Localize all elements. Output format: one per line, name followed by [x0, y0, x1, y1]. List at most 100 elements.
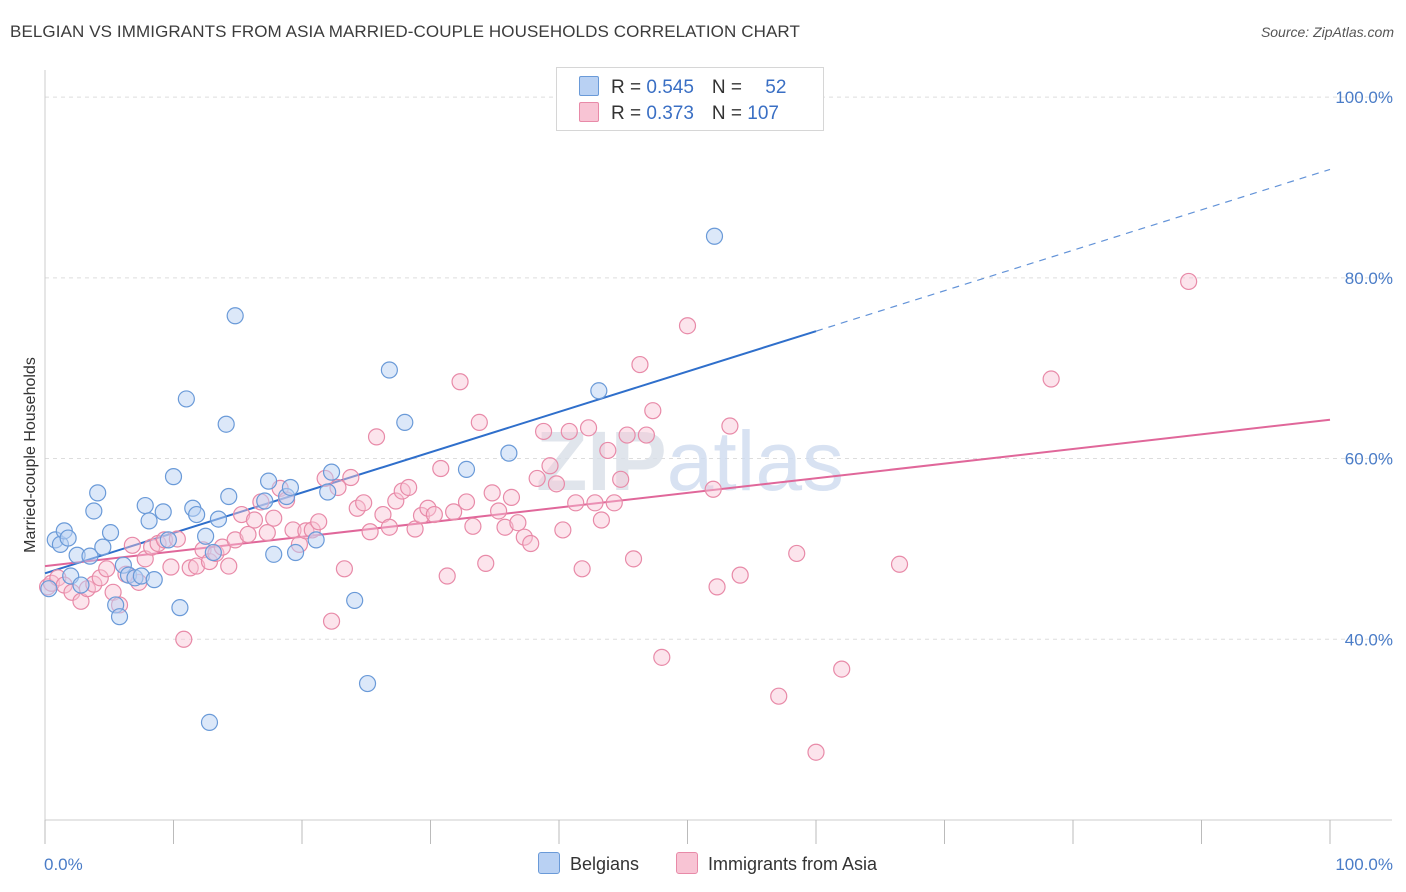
asia-point: [573, 560, 591, 578]
asia-point: [451, 373, 469, 391]
asia-point: [361, 523, 379, 541]
trend-line-belgians-extension: [815, 168, 1331, 332]
asia-point: [624, 550, 643, 568]
asia-point: [367, 428, 386, 446]
asia-point: [592, 511, 611, 529]
x-tick-label-min: 0.0%: [44, 855, 83, 874]
trend-line-belgians: [44, 330, 817, 575]
axes: [44, 70, 1392, 844]
asia-point: [496, 518, 514, 536]
asia-point: [425, 505, 443, 524]
asia-point: [322, 612, 341, 630]
asia-point: [233, 505, 251, 524]
legend-swatch-asia: [579, 102, 599, 122]
asia-point: [457, 493, 476, 511]
trend-line-asia: [44, 418, 1331, 568]
belgian-point: [85, 502, 103, 520]
asia-point: [618, 426, 636, 444]
bottom-legend-belgians: Belgians: [538, 852, 639, 875]
asia-point: [432, 459, 450, 478]
asia-point: [605, 494, 623, 512]
asia-point: [464, 517, 482, 535]
asia-point: [355, 494, 373, 512]
belgian-point: [204, 543, 222, 562]
asia-point: [599, 441, 617, 460]
asia-point: [515, 528, 533, 546]
belgian-point: [101, 524, 120, 542]
belgian-point: [197, 527, 215, 545]
asia-point: [579, 419, 598, 437]
belgian-point: [72, 576, 90, 594]
asia-point: [91, 569, 109, 587]
legend-n-label: N =: [711, 77, 748, 98]
legend-n-value: 107: [747, 103, 779, 124]
y-tick-label: 80.0%: [1345, 269, 1393, 288]
asia-point: [477, 554, 495, 572]
asia-point: [528, 469, 546, 488]
belgian-point: [265, 545, 283, 563]
belgian-point: [171, 599, 189, 617]
belgian-point: [380, 361, 398, 379]
belgian-point: [281, 478, 300, 497]
asia-point: [522, 534, 540, 553]
asia-point: [547, 475, 566, 493]
bottom-legend-swatch-asia: [676, 852, 698, 874]
belgian-point: [188, 505, 206, 524]
belgian-point: [590, 382, 608, 400]
asia-point: [704, 480, 722, 498]
asia-point: [1042, 370, 1060, 388]
asia-point: [644, 402, 662, 420]
belgian-point: [286, 543, 305, 562]
asia-point: [98, 560, 116, 578]
belgian-point: [307, 531, 325, 549]
grid-lines: [45, 96, 1392, 640]
belgian-point: [256, 492, 274, 510]
asia-point: [470, 413, 488, 432]
belgian-point: [319, 483, 337, 501]
belgian-point: [358, 674, 377, 693]
asia-point: [188, 557, 206, 575]
asia-point: [631, 355, 649, 374]
asia-point: [833, 660, 851, 678]
legend-r-label: R =: [611, 103, 647, 124]
asia-point: [175, 630, 193, 648]
asia-point: [483, 484, 501, 502]
asia-point: [890, 555, 909, 573]
asia-point: [419, 499, 437, 517]
belgian-point: [89, 484, 107, 502]
asia-point: [123, 536, 141, 554]
asia-point: [400, 478, 418, 497]
asia-point: [162, 558, 180, 576]
bottom-legend-asia: Immigrants from Asia: [676, 852, 877, 875]
series-belgians: [40, 227, 724, 732]
belgian-point: [705, 227, 724, 245]
belgian-point: [220, 487, 238, 506]
belgian-point: [346, 591, 364, 610]
asia-point: [502, 488, 521, 507]
bottom-legend-swatch-belgians: [538, 852, 560, 874]
asia-point: [226, 531, 244, 549]
asia-point: [310, 513, 328, 531]
belgian-point: [217, 415, 235, 433]
asia-point: [239, 525, 257, 544]
asia-point: [284, 521, 302, 539]
asia-point: [380, 518, 398, 536]
legend-n-label: N =: [711, 103, 748, 124]
watermark-atlas: atlas: [667, 414, 844, 508]
source-credit: Source: ZipAtlas.com: [1260, 24, 1394, 40]
asia-point: [265, 509, 283, 527]
legend-row-belgians: R = 0.545 N = 52: [579, 76, 786, 100]
y-tick-label: 40.0%: [1345, 630, 1393, 649]
asia-point: [387, 492, 405, 510]
asia-point: [721, 417, 739, 435]
asia-point: [567, 494, 585, 512]
asia-point: [678, 317, 697, 335]
belgian-point: [94, 538, 112, 556]
asia-point: [342, 468, 360, 487]
asia-point: [770, 687, 788, 705]
belgian-point: [226, 307, 244, 325]
asia-point: [509, 514, 527, 532]
asia-point: [541, 457, 559, 475]
belgian-point: [457, 460, 476, 478]
y-tick-label: 100.0%: [1335, 88, 1393, 107]
